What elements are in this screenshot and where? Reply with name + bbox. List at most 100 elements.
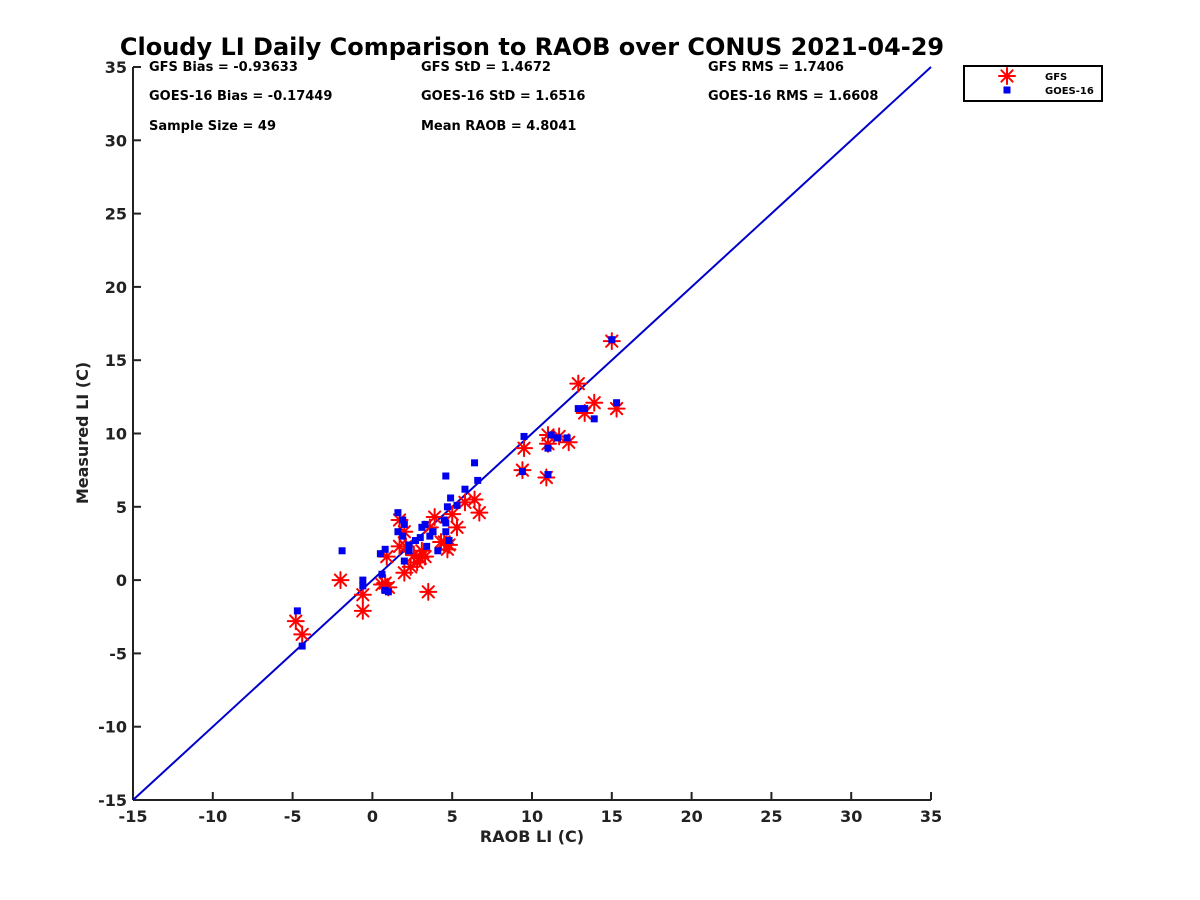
y-tick-label: 10	[105, 425, 127, 444]
stat-text: GOES-16 Bias = -0.17449	[149, 89, 332, 104]
gfs-point	[585, 393, 604, 412]
gfs-point	[286, 612, 305, 631]
goes-16-point	[394, 528, 402, 536]
stats-annotations: GFS Bias = -0.93633 GFS StD = 1.4672 GFS R…	[149, 60, 878, 134]
x-tick-label: 0	[367, 807, 378, 826]
goes-16-point	[471, 459, 479, 467]
goes-16-point	[405, 541, 413, 549]
y-tick-label: 0	[116, 571, 127, 590]
goes-16-point	[359, 582, 367, 590]
x-tick-label: 20	[680, 807, 702, 826]
y-tick-label: -15	[98, 791, 127, 810]
goes-16-point	[384, 588, 392, 596]
y-tick-label: 20	[105, 278, 127, 297]
goes-16-point	[338, 547, 346, 555]
stat-text: GFS StD = 1.4672	[421, 60, 551, 75]
goes-16-point	[399, 532, 407, 540]
goes-16-point	[563, 434, 571, 442]
x-tick-label: 15	[601, 807, 623, 826]
gfs-point	[353, 601, 372, 620]
stat-text: GOES-16 StD = 1.6516	[421, 89, 585, 104]
goes-16-point	[421, 520, 429, 528]
goes-16-point	[608, 336, 616, 344]
legend-label-gfs: GFS	[1045, 72, 1067, 83]
data-marks	[286, 332, 626, 650]
goes-16-point	[405, 547, 413, 555]
x-tick-label: -15	[119, 807, 148, 826]
goes-16-point	[442, 519, 450, 527]
legend-marker-goes-16	[1003, 86, 1011, 94]
goes-16-point	[434, 547, 442, 555]
stat-text: Mean RAOB = 4.8041	[421, 119, 576, 134]
goes-16-point	[590, 415, 598, 423]
goes-16-point	[547, 431, 555, 439]
goes-16-point	[574, 405, 582, 413]
goes-16-point	[613, 399, 621, 407]
y-tick-label: 30	[105, 131, 127, 150]
x-tick-label: 25	[760, 807, 782, 826]
y-tick-label: 25	[105, 205, 127, 224]
stat-text: GOES-16 RMS = 1.6608	[708, 89, 878, 104]
goes-16-point	[453, 501, 461, 509]
goes-16-point	[378, 570, 386, 578]
stat-text: GFS Bias = -0.93633	[149, 60, 298, 75]
goes-16-point	[426, 532, 434, 540]
gfs-point	[569, 374, 588, 393]
x-tick-label: 10	[521, 807, 543, 826]
goes-16-point	[520, 432, 528, 440]
plot-area: -15 -10 -5 0 5 10 15 20 25 30 35 -15 -10 -5 0 5 10 15 20 25…	[98, 58, 942, 826]
x-tick-label: 5	[447, 807, 458, 826]
goes-16-point	[544, 444, 552, 452]
goes-16-point	[518, 468, 526, 476]
y-tick-label: 15	[105, 351, 127, 370]
goes-16-point	[416, 534, 424, 542]
gfs-point	[515, 439, 534, 458]
legend-box	[963, 65, 1103, 102]
y-tick-label: -5	[109, 644, 127, 663]
y-axis-label: Measured LI (C)	[73, 362, 92, 504]
goes-16-point	[293, 607, 301, 615]
gfs-point	[425, 508, 444, 527]
legend-label-goes-16: GOES-16	[1045, 86, 1094, 97]
chart-title: Cloudy LI Daily Comparison to RAOB over …	[120, 33, 944, 61]
goes-16-point	[394, 509, 402, 517]
legend: GFS GOES-16	[963, 65, 1103, 102]
one-to-one-line	[132, 66, 932, 801]
y-tick-label: -10	[98, 718, 127, 737]
goes-16-point	[423, 542, 431, 550]
x-tick-label: 35	[920, 807, 942, 826]
goes-16-point	[461, 485, 469, 493]
gfs-point	[331, 571, 350, 590]
goes-16-point	[447, 494, 455, 502]
goes-16-point	[445, 537, 453, 545]
goes-16-point	[411, 537, 419, 545]
x-tick-label: 30	[840, 807, 862, 826]
goes-16-point	[376, 550, 384, 558]
goes-16-point	[554, 434, 562, 442]
goes-16-point	[399, 516, 407, 524]
goes-16-point	[544, 471, 552, 479]
goes-16-point	[474, 476, 482, 484]
stat-text: Sample Size = 49	[149, 119, 276, 134]
gfs-point	[293, 625, 312, 644]
gfs-point	[443, 505, 462, 524]
gfs-point	[470, 503, 489, 522]
goes-16-point	[359, 576, 367, 584]
goes-16-point	[400, 557, 408, 565]
goes-16-point	[442, 472, 450, 480]
goes-16-point	[400, 520, 408, 528]
goes-16-point	[381, 545, 389, 553]
goes-16-point	[298, 642, 306, 650]
goes-16-point	[429, 528, 437, 536]
goes-16-point	[581, 405, 589, 413]
goes-16-point	[442, 528, 450, 536]
y-tick-label: 5	[116, 498, 127, 517]
legend-marker-gfs	[998, 67, 1016, 85]
x-tick-label: -5	[284, 807, 302, 826]
x-axis-label: RAOB LI (C)	[480, 827, 584, 846]
gfs-point	[465, 490, 484, 509]
goes-16-point	[443, 503, 451, 511]
x-tick-label: -10	[198, 807, 227, 826]
gfs-point	[419, 582, 438, 601]
